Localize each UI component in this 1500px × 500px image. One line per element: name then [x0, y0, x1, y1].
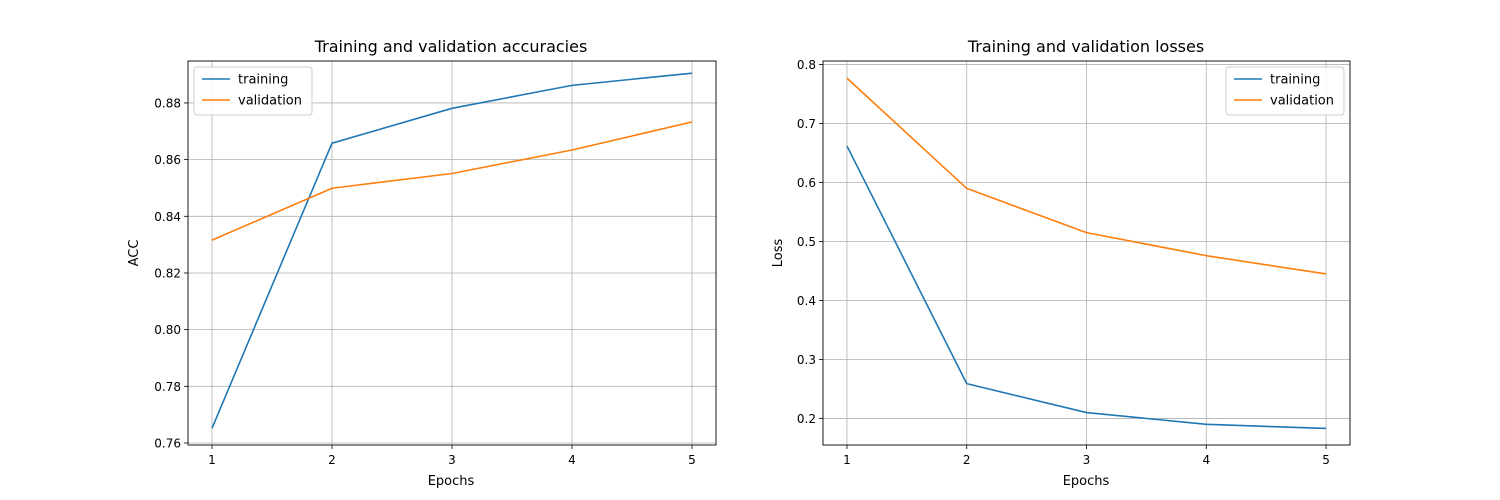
y-axis-label: Loss: [771, 239, 786, 268]
legend-label-training: training: [238, 73, 288, 88]
y-tick-label: 0.2: [797, 412, 816, 426]
legend: training validation: [1225, 66, 1345, 116]
series-line-validation: [846, 77, 1327, 275]
chart-title: Training and validation losses: [967, 37, 1204, 56]
x-tick-label: 1: [208, 453, 216, 467]
series-lines: [211, 72, 693, 429]
loss-chart: Training and validation losses Epochs Lo…: [771, 37, 1351, 489]
legend-label-validation: validation: [238, 94, 302, 109]
y-tick-label: 0.7: [797, 117, 816, 131]
x-tick-label: 5: [688, 453, 696, 467]
ticks: 1 2 3 4 5 0.76 0.78 0.80 0.82 0.84 0.86 0.88: [154, 96, 696, 467]
legend-label-training: training: [1270, 73, 1320, 88]
y-axis-label: ACC: [127, 240, 142, 267]
legend-label-validation: validation: [1270, 94, 1334, 109]
x-tick-label: 2: [328, 453, 336, 467]
y-tick-label: 0.8: [797, 58, 816, 72]
x-tick-label: 3: [1083, 453, 1091, 467]
x-tick-label: 5: [1322, 453, 1330, 467]
grid: [188, 61, 716, 445]
accuracy-chart: Training and validation accuracies Epoch…: [127, 37, 717, 489]
plot-frame: [187, 60, 717, 446]
series-line-validation: [211, 121, 693, 241]
y-tick-label: 0.88: [154, 96, 181, 110]
series-line-training: [846, 145, 1327, 430]
y-tick-label: 0.5: [797, 235, 816, 249]
y-tick-label: 0.76: [154, 437, 181, 451]
y-tick-label: 0.80: [154, 323, 181, 337]
x-tick-label: 2: [963, 453, 971, 467]
ticks: 1 2 3 4 5 0.2 0.3 0.4 0.5 0.6 0.7 0.8: [797, 58, 1330, 467]
y-tick-label: 0.82: [154, 266, 181, 280]
y-tick-label: 0.6: [797, 176, 816, 190]
x-tick-label: 1: [843, 453, 851, 467]
plot-frame: [822, 60, 1351, 446]
y-tick-label: 0.78: [154, 380, 181, 394]
y-tick-label: 0.4: [797, 294, 816, 308]
series-line-training: [211, 72, 693, 429]
x-axis-label: Epochs: [1063, 474, 1110, 489]
grid: [823, 61, 1350, 445]
x-tick-label: 3: [448, 453, 456, 467]
legend: training validation: [193, 66, 313, 116]
x-axis-label: Epochs: [428, 474, 475, 489]
y-tick-label: 0.84: [154, 210, 181, 224]
chart-title: Training and validation accuracies: [314, 37, 588, 56]
x-tick-label: 4: [1202, 453, 1210, 467]
y-tick-label: 0.3: [797, 353, 816, 367]
y-tick-label: 0.86: [154, 153, 181, 167]
series-lines: [846, 77, 1327, 430]
x-tick-label: 4: [568, 453, 576, 467]
